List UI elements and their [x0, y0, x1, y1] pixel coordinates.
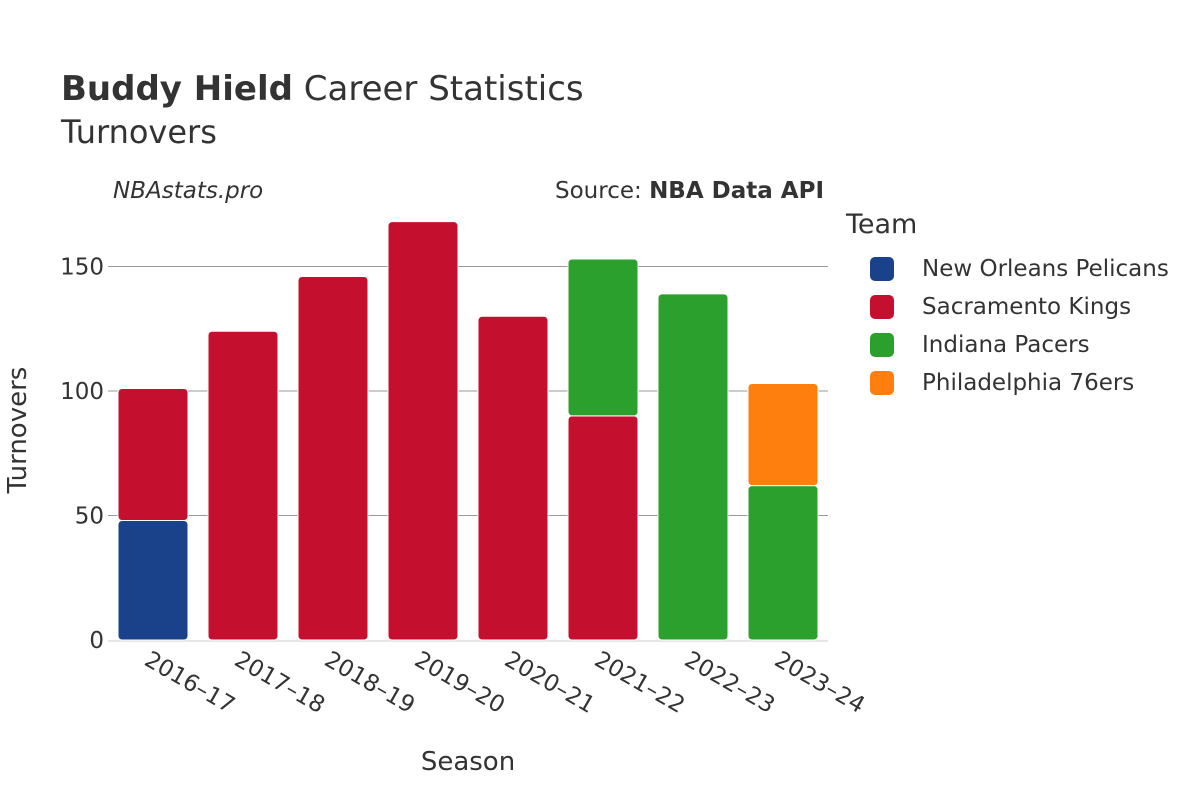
watermark: NBAstats.pro — [113, 178, 264, 204]
x-axis-title: Season — [421, 747, 515, 777]
legend-item[interactable]: New Orleans Pelicans — [870, 250, 1169, 288]
x-tick-label: 2023–24 — [770, 647, 869, 719]
legend-item[interactable]: Philadelphia 76ers — [870, 364, 1169, 402]
y-tick-label: 0 — [89, 628, 104, 654]
x-tick-label: 2016–17 — [140, 647, 239, 719]
legend-swatch — [870, 257, 894, 281]
x-tick-label: 2021–22 — [590, 647, 689, 719]
bar-segment — [567, 415, 639, 641]
bar-segment — [567, 258, 639, 417]
bar-segment — [747, 485, 819, 641]
source-name: NBA Data API — [649, 178, 824, 204]
source-label: Source: NBA Data API — [555, 178, 824, 204]
chart-title-player: Buddy Hield — [61, 69, 293, 109]
legend-title: Team — [846, 209, 918, 240]
bar-segment — [207, 330, 279, 641]
legend-label: Philadelphia 76ers — [922, 370, 1135, 396]
bar-segment — [117, 519, 189, 641]
x-tick-label: 2019–20 — [410, 647, 509, 719]
bar-segment — [477, 315, 549, 641]
legend-label: Indiana Pacers — [922, 332, 1090, 358]
bar-segment — [657, 293, 729, 641]
x-tick-label: 2018–19 — [320, 647, 419, 719]
legend-label: Sacramento Kings — [922, 294, 1132, 320]
chart-title-rest: Career Statistics — [292, 69, 584, 109]
legend-swatch — [870, 333, 894, 357]
y-tick-label: 50 — [75, 504, 104, 530]
legend-item[interactable]: Sacramento Kings — [870, 288, 1169, 326]
y-tick-label: 100 — [60, 379, 104, 405]
legend-label: New Orleans Pelicans — [922, 256, 1169, 282]
legend-swatch — [870, 295, 894, 319]
bar-segment — [387, 221, 459, 641]
y-axis-title: Turnovers — [3, 367, 33, 495]
bar-segment — [747, 383, 819, 487]
source-prefix: Source: — [555, 178, 650, 204]
bar-segment — [297, 275, 369, 641]
chart-title: Buddy Hield Career Statistics — [61, 68, 584, 110]
x-tick-label: 2017–18 — [230, 647, 329, 719]
legend: New Orleans Pelicans Sacramento Kings Indi… — [870, 250, 1169, 402]
x-tick-label: 2022–23 — [680, 647, 779, 719]
chart-subtitle: Turnovers — [61, 113, 217, 151]
bar-segment — [117, 388, 189, 521]
legend-item[interactable]: Indiana Pacers — [870, 326, 1169, 364]
y-tick-label: 150 — [60, 255, 104, 281]
legend-swatch — [870, 371, 894, 395]
x-tick-label: 2020–21 — [500, 647, 599, 719]
